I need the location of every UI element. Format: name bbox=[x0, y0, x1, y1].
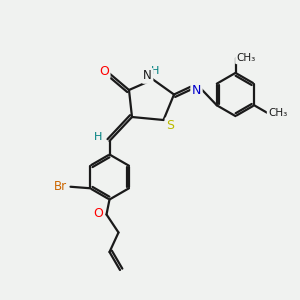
Text: CH₃: CH₃ bbox=[236, 53, 256, 63]
Text: H: H bbox=[94, 131, 102, 142]
Text: N: N bbox=[192, 84, 201, 97]
Text: S: S bbox=[166, 119, 174, 132]
Text: O: O bbox=[93, 207, 103, 220]
Text: O: O bbox=[99, 64, 109, 78]
Text: N: N bbox=[143, 69, 152, 82]
Text: H: H bbox=[151, 66, 160, 76]
Text: CH₃: CH₃ bbox=[268, 108, 287, 118]
Text: Br: Br bbox=[54, 180, 68, 193]
